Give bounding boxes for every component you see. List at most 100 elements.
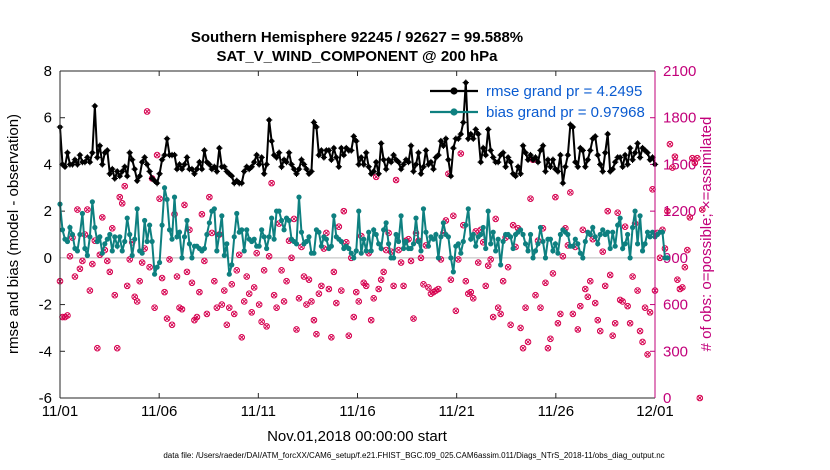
obs-possible-marker [684,246,691,254]
bias-point [149,238,155,245]
obs-assimilated-marker [207,194,212,200]
obs-assimilated-marker [229,281,235,287]
rmse-star [387,158,395,166]
bias-point [378,245,384,252]
obs-possible-marker [71,273,79,280]
obs-assimilated-marker [602,283,608,289]
obs-assimilated-marker [533,292,538,298]
rmse-star [470,135,477,142]
rmse-star [89,149,96,156]
obs-possible-marker [596,327,604,335]
obs-possible-marker [318,282,325,290]
rmse-star [450,144,457,152]
bias-point [620,245,626,252]
y-tick-label-left: -2 [39,297,52,314]
rmse-star [171,151,178,159]
obs-possible-marker [305,276,313,283]
rmse-star [597,161,604,168]
y-tick-label-left: 2 [44,203,52,220]
bias-point [179,255,185,261]
obs-assimilated-marker [291,216,297,222]
obs-assimilated-marker [523,305,528,311]
obs-possible-marker [462,277,470,285]
y-axis-label-left: rmse and bias (model - observation) [5,114,22,354]
rmse-star [564,151,572,159]
obs-possible-marker [288,254,295,262]
obs-possible-marker [420,281,427,288]
rmse-star [460,119,467,126]
bias-point [127,231,133,238]
y-tick-label-right: 900 [663,250,688,267]
bias-point [224,241,230,247]
obs-possible-marker [228,281,236,288]
x-tick-label: 11/11 [241,403,276,420]
obs-assimilated-marker [645,352,650,357]
rmse-star [539,142,547,149]
obs-assimilated-marker [672,154,678,159]
rmse-star [365,163,372,170]
rmse-star [549,156,557,163]
rmse-star [181,161,188,168]
obs-assimilated-marker [77,266,83,272]
bias-point [595,241,601,247]
bias-point [555,250,561,256]
bias-point [181,234,188,240]
obs-possible-marker [671,153,679,160]
obs-assimilated-marker [326,286,332,292]
bias-point [189,255,195,261]
rmse-star [213,168,221,175]
rmse-star [537,147,544,154]
bias-point [89,199,95,205]
rmse-star [397,165,405,173]
obs-possible-marker [509,221,517,229]
bias-point [642,241,648,247]
obs-assimilated-marker [595,317,601,323]
bias-point [261,234,267,240]
rmse-star [153,179,161,187]
obs-possible-marker [153,151,161,159]
obs-assimilated-marker [580,227,586,233]
rmse-star [71,156,79,163]
obs-possible-marker [123,282,131,290]
obs-assimilated-marker [281,299,287,304]
obs-possible-marker [579,226,587,234]
rmse-star [275,149,283,156]
obs-possible-marker [338,287,345,294]
rmse-star [265,116,273,124]
rmse-star [206,161,213,168]
bias-point [186,241,193,247]
rmse-star [574,163,582,170]
obs-possible-marker [452,307,460,315]
obs-possible-marker [544,344,552,352]
obs-possible-marker [370,295,377,302]
bias-point [154,264,160,270]
obs-assimilated-marker [219,302,225,307]
obs-assimilated-marker [124,283,130,289]
rmse-star [472,126,479,133]
obs-assimilated-marker [204,311,210,317]
obs-assimilated-marker [271,292,277,298]
obs-assimilated-marker [241,299,247,304]
rmse-star [499,149,507,156]
bias-point [303,238,310,245]
obs-possible-marker [136,277,143,285]
obs-assimilated-marker [682,264,688,270]
bias-point [306,234,312,240]
rmse-star [253,151,260,159]
bias-point [328,243,334,249]
obs-possible-marker [522,304,529,311]
rmse-star [609,165,616,173]
obs-assimilated-marker [510,222,516,228]
bias-point [522,241,529,247]
obs-assimilated-marker [463,278,469,284]
y-tick-label-right: 1800 [663,110,696,127]
obs-possible-marker [497,310,504,318]
rmse-star [163,135,171,142]
obs-possible-marker [64,312,71,319]
rmse-star [430,165,437,173]
rmse-star [410,168,417,175]
bias-point [346,245,352,252]
bias-point [229,262,235,268]
obs-assimilated-marker [109,225,115,231]
y-tick-label-right: 300 [663,343,688,360]
